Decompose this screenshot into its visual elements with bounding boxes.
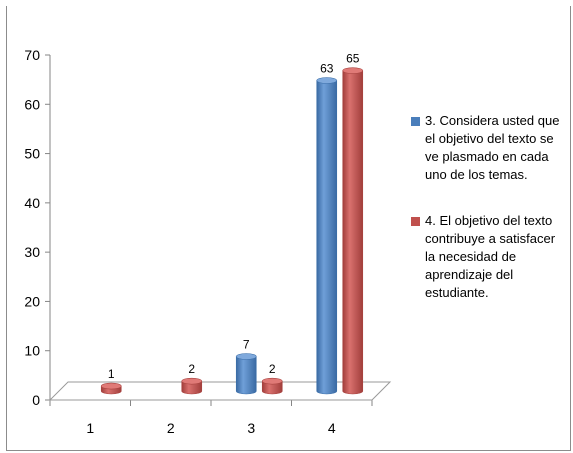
bar-body	[316, 80, 338, 395]
y-tick-label: 10	[24, 343, 40, 359]
bar-top	[316, 77, 338, 84]
bar-body	[261, 380, 283, 395]
legend-swatch-series-1	[411, 117, 420, 126]
data-label: 7	[243, 338, 250, 352]
bar-top	[181, 377, 203, 385]
y-tick-label: 30	[24, 244, 40, 260]
y-tick-label: 50	[24, 146, 40, 162]
bar-series-1-cat-4	[316, 77, 338, 395]
bars-layer	[100, 67, 364, 395]
bar-top	[342, 67, 364, 74]
bar-series-1-cat-3	[235, 353, 257, 395]
y-tick-label: 70	[24, 47, 40, 63]
bar-series-2-cat-3	[261, 377, 283, 395]
legend-item-series-2: 4. El objetivo del texto contribuye a sa…	[411, 212, 566, 302]
data-label: 63	[320, 62, 334, 76]
bar-series-2-cat-4	[342, 67, 364, 395]
data-label: 65	[346, 52, 360, 66]
bar-series-2-cat-2	[181, 377, 203, 395]
data-label: 2	[269, 362, 276, 376]
chart-floor	[48, 381, 392, 401]
bar-top	[261, 377, 283, 385]
chart-frame	[6, 6, 571, 451]
bar-top	[100, 382, 122, 390]
legend-label-series-1: 3. Considera usted que el objetivo del t…	[425, 113, 560, 182]
axis-layer: 0 10 20 30 40 50 60 70 1 2 3 4	[24, 47, 373, 436]
x-tick-label: 4	[328, 420, 336, 436]
floor-plane	[48, 381, 392, 401]
x-tick-label: 2	[167, 420, 175, 436]
bar-body	[181, 380, 203, 395]
labels-layer: 7 63 1 2 2 65	[108, 52, 360, 381]
legend-label-series-2: 4. El objetivo del texto contribuye a sa…	[425, 213, 556, 300]
legend-swatch-series-2	[411, 217, 420, 226]
bar-series-2-cat-1	[100, 382, 122, 395]
data-label: 2	[188, 362, 195, 376]
legend-item-series-1: 3. Considera usted que el objetivo del t…	[411, 112, 566, 184]
y-tick-label: 40	[24, 195, 40, 211]
bar-body	[235, 356, 257, 395]
y-tick-label: 20	[24, 293, 40, 309]
x-tick-label: 1	[86, 420, 94, 436]
legend: 3. Considera usted que el objetivo del t…	[411, 112, 566, 330]
y-tick-label: 0	[32, 392, 40, 408]
bar-top	[235, 353, 257, 360]
bar-body	[342, 70, 364, 395]
data-label: 1	[108, 367, 115, 381]
y-tick-label: 60	[24, 96, 40, 112]
x-tick-label: 3	[247, 420, 255, 436]
